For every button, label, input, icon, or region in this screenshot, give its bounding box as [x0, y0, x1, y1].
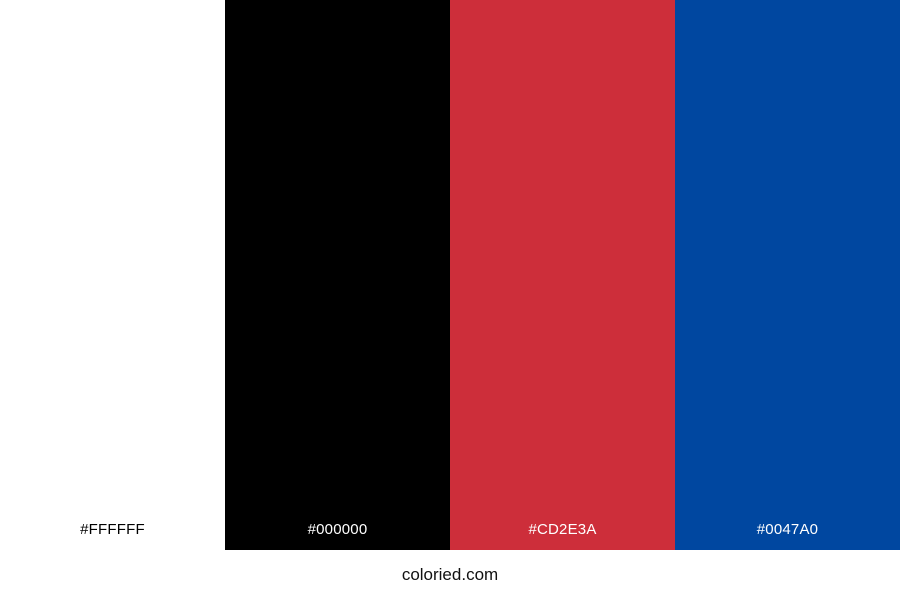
swatch-hex-label: #FFFFFF	[80, 521, 145, 538]
footer: coloried.com	[0, 550, 900, 600]
site-credit: coloried.com	[401, 565, 499, 584]
swatch-hex-label: #CD2E3A	[528, 521, 597, 538]
color-swatch: #CD2E3A	[450, 0, 675, 550]
swatch-hex-label: #000000	[307, 521, 368, 538]
swatch-hex-label: #0047A0	[756, 521, 819, 538]
color-swatch: #FFFFFF	[0, 0, 225, 550]
color-swatch: #000000	[225, 0, 450, 550]
color-swatch: #0047A0	[675, 0, 900, 550]
color-palette: #FFFFFF #000000 #CD2E3A #0047A0	[0, 0, 900, 550]
